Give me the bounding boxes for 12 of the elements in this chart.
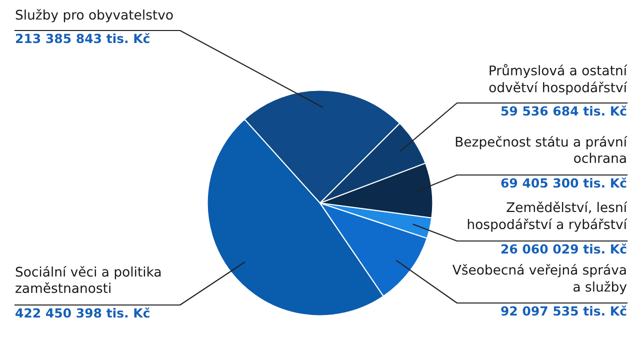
data-label: 59 536 684 tis. Kč (501, 106, 626, 116)
slice-label: Průmyslová a ostatní odvětví hospodářství (489, 64, 628, 95)
data-label: 213 385 843 tis. Kč (16, 33, 150, 44)
data-label: 69 405 300 tis. Kč (501, 178, 626, 188)
slice-label: Sociální věci a politika zaměstnanosti (16, 266, 161, 294)
slice-label: Bezpečnost státu a právní ochrana (456, 136, 628, 164)
data-label: 422 450 398 tis. Kč (16, 308, 150, 318)
slice-label: Služby pro obyvatelstvo (16, 9, 173, 22)
data-label: 26 060 029 tis. Kč (501, 244, 626, 254)
data-label: 92 097 535 tis. Kč (501, 306, 626, 316)
slice-label: Všeobecná veřejná správa a služby (452, 264, 627, 294)
slice-label: Zemědělství, lesní hospodářství a rybářství (468, 201, 628, 232)
